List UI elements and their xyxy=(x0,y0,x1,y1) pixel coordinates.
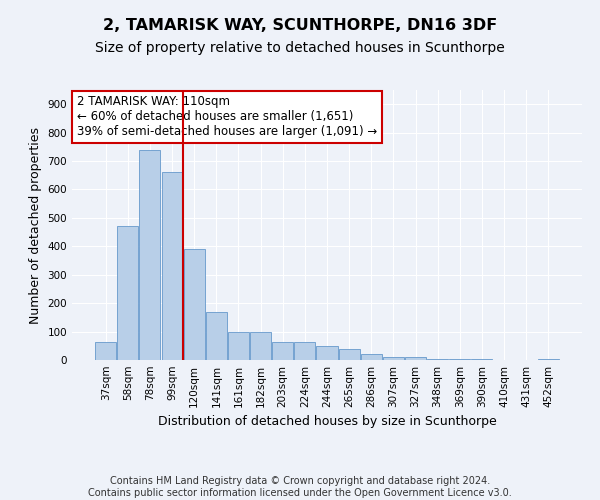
Y-axis label: Number of detached properties: Number of detached properties xyxy=(29,126,42,324)
Bar xyxy=(161,172,182,360)
Bar xyxy=(272,342,293,360)
Bar xyxy=(538,358,559,360)
Text: 2, TAMARISK WAY, SCUNTHORPE, DN16 3DF: 2, TAMARISK WAY, SCUNTHORPE, DN16 3DF xyxy=(103,18,497,32)
Bar xyxy=(361,354,382,360)
Text: Contains HM Land Registry data © Crown copyright and database right 2024.
Contai: Contains HM Land Registry data © Crown c… xyxy=(88,476,512,498)
Bar xyxy=(295,342,316,360)
Bar xyxy=(338,348,359,360)
Bar xyxy=(383,357,404,360)
Text: 2 TAMARISK WAY: 110sqm
← 60% of detached houses are smaller (1,651)
39% of semi-: 2 TAMARISK WAY: 110sqm ← 60% of detached… xyxy=(77,96,377,138)
Bar xyxy=(405,357,426,360)
Bar xyxy=(118,226,139,360)
Bar xyxy=(184,249,205,360)
Bar xyxy=(427,358,448,360)
Bar xyxy=(95,342,116,360)
Bar xyxy=(449,358,470,360)
Bar xyxy=(316,346,338,360)
X-axis label: Distribution of detached houses by size in Scunthorpe: Distribution of detached houses by size … xyxy=(158,416,496,428)
Bar xyxy=(472,358,493,360)
Bar xyxy=(206,312,227,360)
Text: Size of property relative to detached houses in Scunthorpe: Size of property relative to detached ho… xyxy=(95,41,505,55)
Bar xyxy=(228,332,249,360)
Bar xyxy=(139,150,160,360)
Bar xyxy=(250,332,271,360)
